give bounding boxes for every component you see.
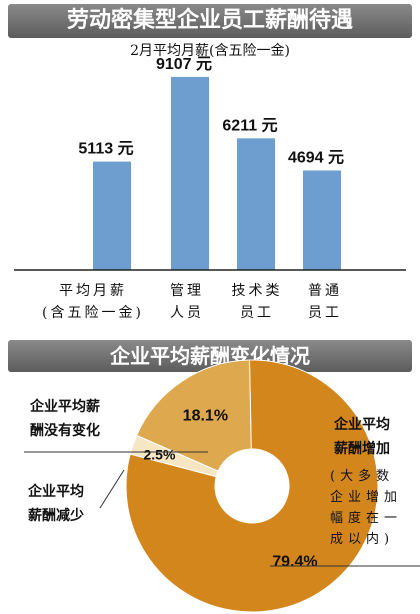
bar-2 — [237, 138, 275, 270]
pie-chart-title: 企业平均薪酬变化情况 — [8, 340, 412, 372]
bar-1 — [171, 76, 209, 270]
pie-percent-label-0: 79.4% — [272, 553, 317, 570]
decrease-leader-line — [99, 469, 125, 509]
pie-percent-label-1: 2.5% — [143, 446, 175, 462]
increase-note-line4: 成以内) — [330, 532, 395, 547]
increase-note-line3: 幅度在一 — [330, 511, 403, 526]
increase-note-line1: (大多数 — [330, 469, 395, 484]
increase-note-line2: 企业增加 — [330, 490, 403, 505]
bar-value-label-1: 9107 元 — [156, 56, 212, 73]
unchanged-label-line1: 企业平均薪 — [30, 399, 100, 415]
unchanged-label-line2: 酬没有变化 — [30, 423, 100, 439]
bar-value-label-3: 4694 元 — [288, 149, 344, 166]
category-label-technical: 技术类 员工 — [222, 280, 292, 324]
bar-chart-subtitle: 2月平均月薪(含五险一金) — [130, 43, 290, 59]
increase-label: 企业平均 薪酬增加 — [334, 413, 390, 461]
bar-chart-title: 劳动密集型企业员工薪酬待遇 — [8, 4, 412, 38]
bar-chart: 5113 元 9107 元 6211 元 4694 元 — [14, 56, 406, 271]
category-label-management-line1: 管理 — [170, 283, 204, 299]
category-label-management-line2: 人员 — [170, 305, 204, 321]
bar-3 — [303, 170, 341, 270]
category-label-technical-line1: 技术类 — [231, 283, 283, 299]
category-label-average-line2: (含五险一金) — [42, 305, 144, 321]
bar-value-label-0: 5113 元 — [78, 141, 133, 158]
increase-label-line2: 薪酬增加 — [334, 441, 390, 457]
unchanged-label: 企业平均薪 酬没有变化 — [30, 395, 100, 443]
bar-value-label-2: 6211 元 — [222, 117, 277, 134]
bar-0 — [93, 161, 131, 270]
category-label-average-line1: 平均月薪 — [59, 283, 127, 299]
category-label-ordinary-line1: 普通 — [308, 283, 342, 299]
decrease-label-line2: 薪酬减少 — [28, 508, 84, 524]
category-label-ordinary-line2: 员工 — [308, 305, 342, 321]
decrease-label: 企业平均 薪酬减少 — [28, 480, 84, 528]
increase-note: (大多数 企业增加 幅度在一 成以内) — [330, 466, 420, 550]
increase-label-line1: 企业平均 — [334, 417, 390, 433]
category-label-management: 管理 人员 — [160, 280, 214, 324]
category-label-average: 平均月薪 (含五险一金) — [38, 280, 148, 324]
category-label-ordinary: 普通 员工 — [298, 280, 352, 324]
decrease-label-line1: 企业平均 — [28, 484, 84, 500]
pie-slice-0 — [125, 359, 379, 613]
category-label-technical-line2: 员工 — [240, 305, 274, 321]
pie-slice-2 — [135, 359, 252, 472]
pie-percent-label-2: 18.1% — [183, 407, 228, 424]
